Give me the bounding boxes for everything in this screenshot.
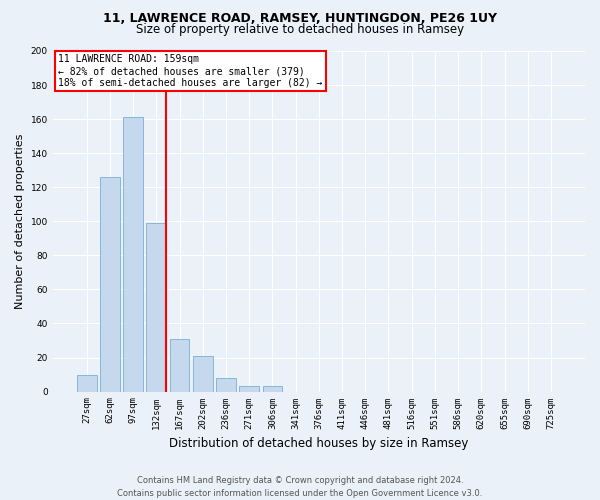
Bar	[263, 386, 282, 392]
Bar	[239, 386, 259, 392]
Y-axis label: Number of detached properties: Number of detached properties	[15, 134, 25, 309]
Bar	[77, 374, 97, 392]
Text: 11, LAWRENCE ROAD, RAMSEY, HUNTINGDON, PE26 1UY: 11, LAWRENCE ROAD, RAMSEY, HUNTINGDON, P…	[103, 12, 497, 26]
Bar	[193, 356, 212, 392]
Text: 11 LAWRENCE ROAD: 159sqm
← 82% of detached houses are smaller (379)
18% of semi-: 11 LAWRENCE ROAD: 159sqm ← 82% of detach…	[58, 54, 322, 88]
Text: Contains HM Land Registry data © Crown copyright and database right 2024.
Contai: Contains HM Land Registry data © Crown c…	[118, 476, 482, 498]
Text: Size of property relative to detached houses in Ramsey: Size of property relative to detached ho…	[136, 22, 464, 36]
Bar	[216, 378, 236, 392]
Bar	[170, 339, 190, 392]
X-axis label: Distribution of detached houses by size in Ramsey: Distribution of detached houses by size …	[169, 437, 469, 450]
Bar	[100, 177, 120, 392]
Bar	[123, 118, 143, 392]
Bar	[146, 223, 166, 392]
